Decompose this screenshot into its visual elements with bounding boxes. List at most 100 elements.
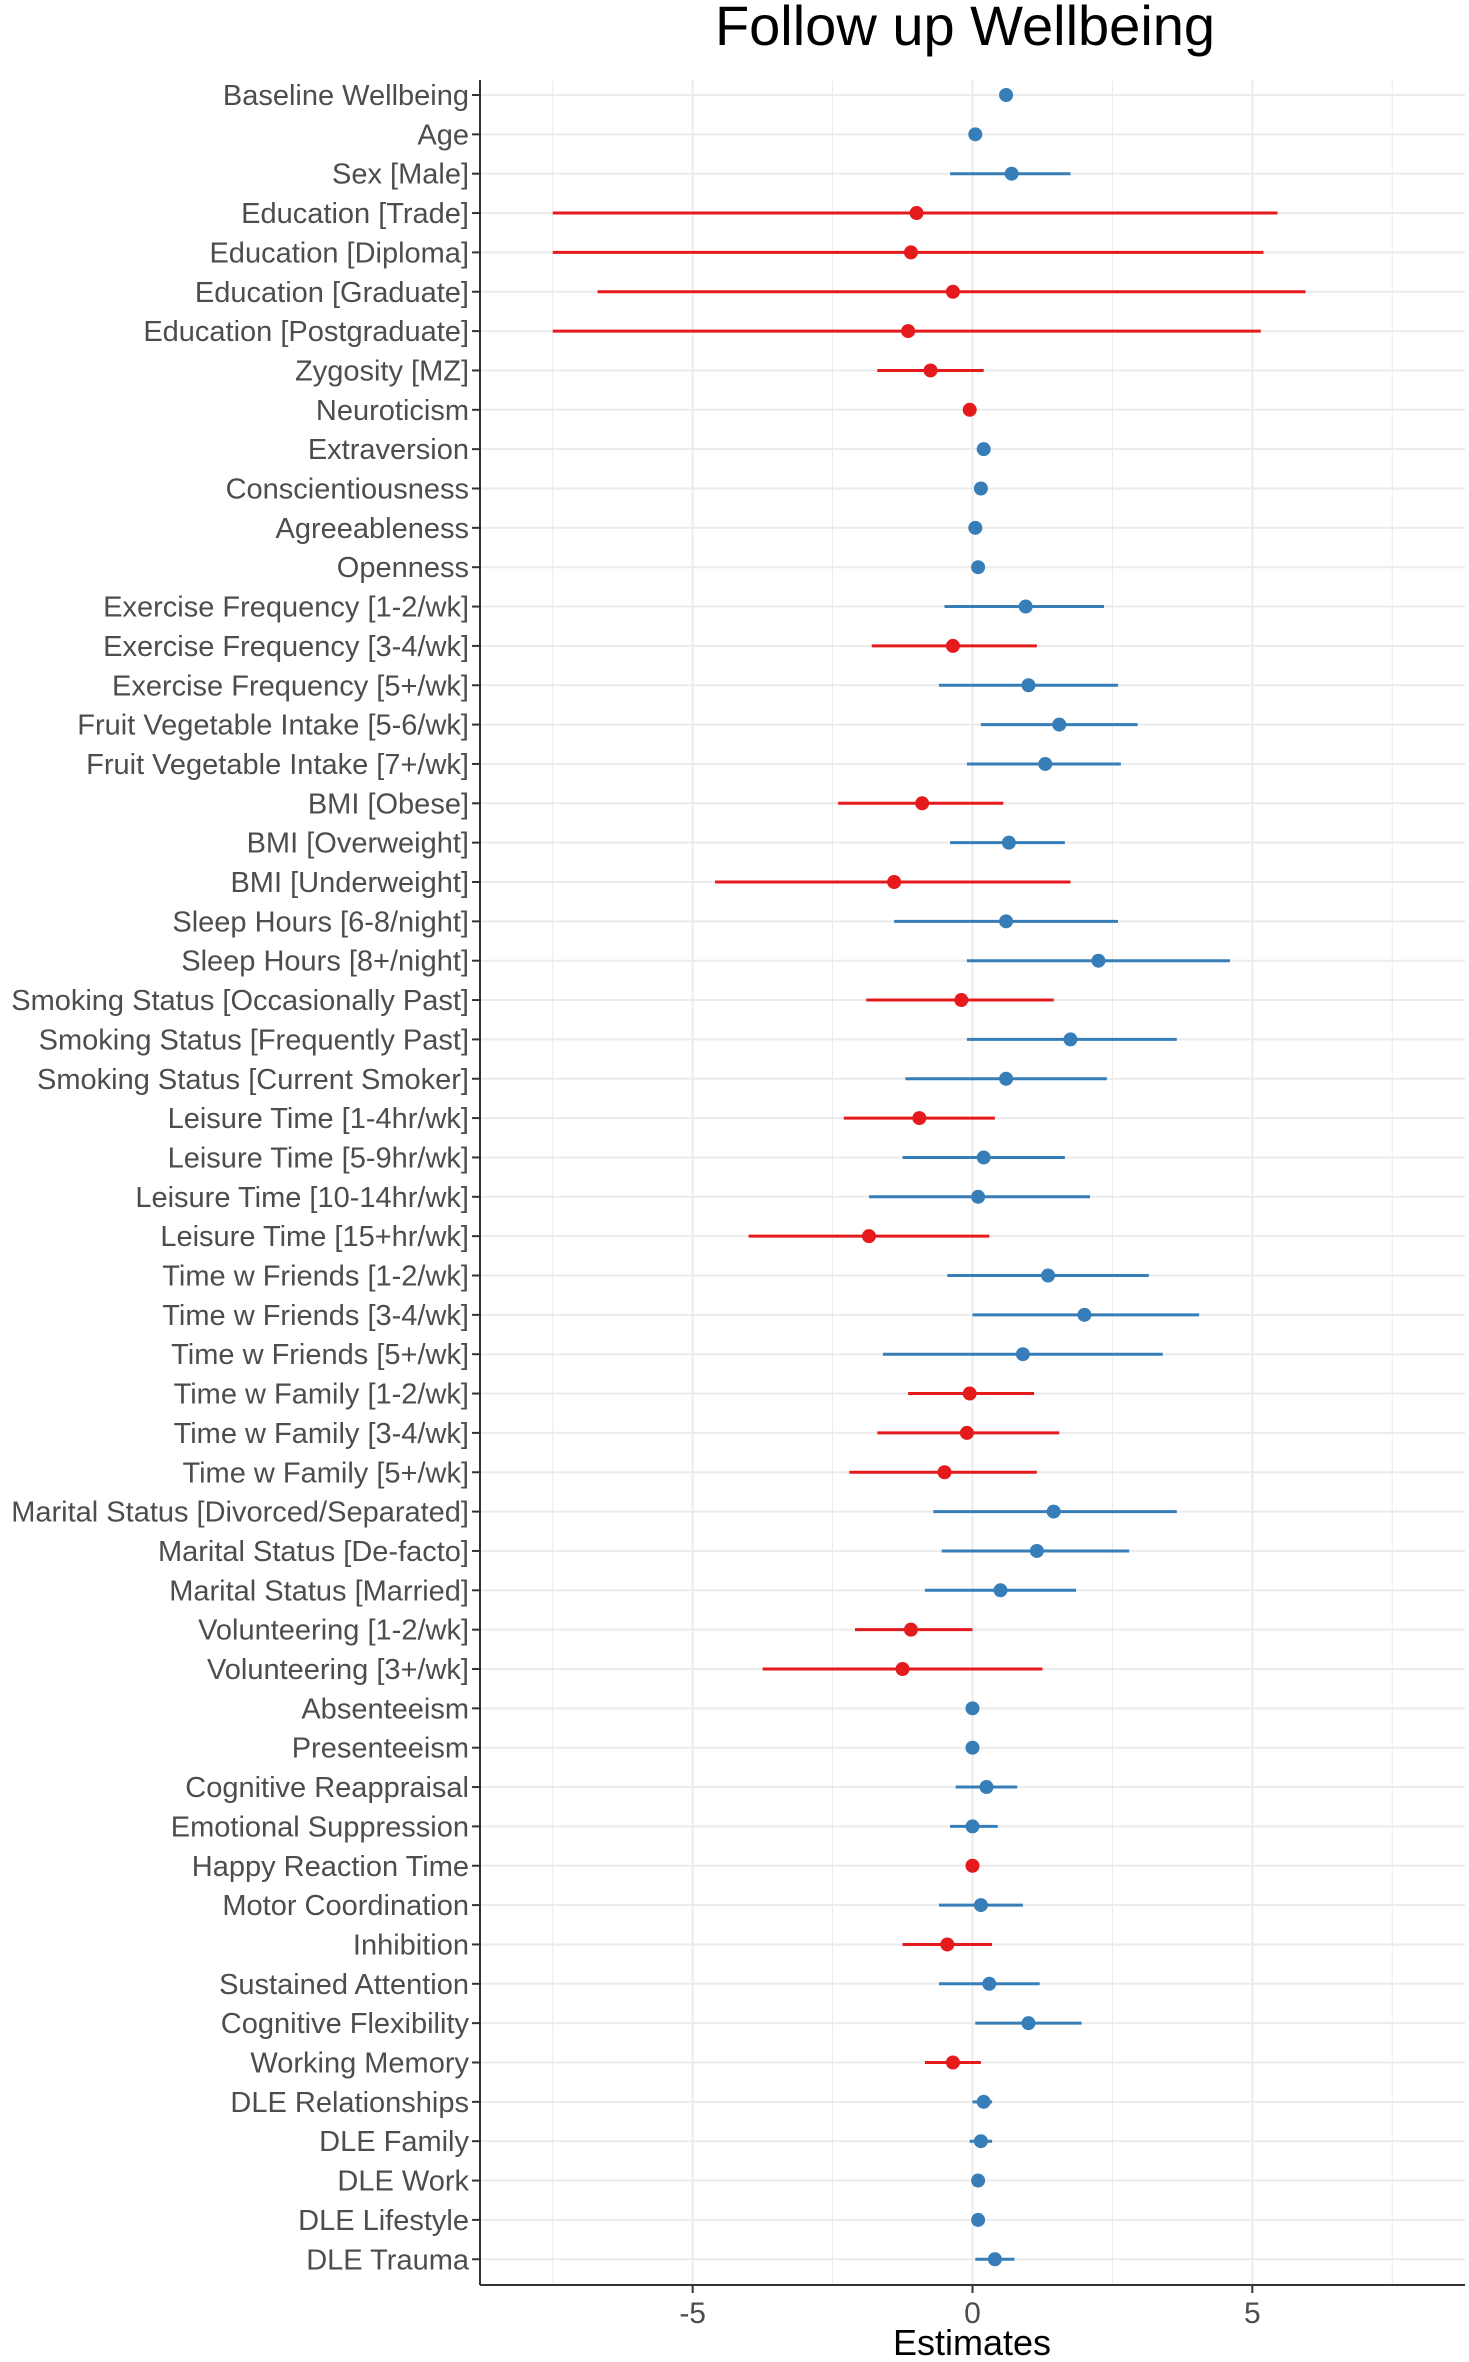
- y-label: Neuroticism: [316, 395, 469, 427]
- estimate-point: [999, 88, 1014, 102]
- estimate-point: [940, 1937, 955, 1952]
- estimate-point: [971, 1189, 986, 1204]
- y-label: Sleep Hours [8+/night]: [181, 946, 469, 978]
- y-label: Age: [417, 119, 469, 151]
- estimate-point: [1018, 599, 1033, 614]
- y-label: Extraversion: [308, 434, 469, 466]
- y-label: Education [Trade]: [241, 198, 469, 230]
- y-label: Smoking Status [Occasionally Past]: [11, 985, 469, 1017]
- estimate-point: [971, 2212, 986, 2227]
- estimate-point: [909, 206, 924, 221]
- estimate-point: [1046, 1504, 1061, 1519]
- y-label: Exercise Frequency [3-4/wk]: [103, 631, 469, 663]
- estimate-point: [1021, 2016, 1036, 2031]
- chart-title: Follow up Wellbeing: [715, 0, 1215, 57]
- y-label: BMI [Overweight]: [247, 828, 469, 860]
- estimate-point: [1015, 1347, 1030, 1362]
- estimate-point: [1077, 1307, 1092, 1322]
- y-label: Zygosity [MZ]: [295, 355, 469, 387]
- y-label: BMI [Underweight]: [230, 867, 469, 899]
- estimate-point: [903, 1622, 918, 1637]
- y-label: Emotional Suppression: [171, 1811, 469, 1843]
- estimate-marks: [552, 88, 1306, 2267]
- estimate-point: [945, 638, 960, 653]
- estimate-point: [901, 324, 916, 339]
- y-label: Education [Postgraduate]: [143, 316, 469, 348]
- y-label: Sleep Hours [6-8/night]: [172, 906, 469, 938]
- y-label: Leisure Time [1-4hr/wk]: [168, 1103, 469, 1135]
- estimate-point: [1091, 953, 1106, 968]
- estimate-point: [945, 2055, 960, 2070]
- estimate-point: [1052, 717, 1067, 732]
- estimate-point: [923, 363, 938, 378]
- estimate-point: [915, 796, 930, 811]
- y-label: Fruit Vegetable Intake [5-6/wk]: [77, 710, 469, 742]
- estimate-point: [887, 875, 902, 889]
- y-label: Smoking Status [Frequently Past]: [39, 1024, 469, 1056]
- y-label: Happy Reaction Time: [192, 1851, 469, 1883]
- y-label: Time w Friends [1-2/wk]: [162, 1261, 469, 1293]
- y-label: Time w Family [5+/wk]: [182, 1457, 469, 1489]
- y-label: Openness: [337, 552, 469, 584]
- estimate-point: [993, 1583, 1008, 1598]
- y-label: Marital Status [De-facto]: [158, 1536, 469, 1568]
- y-label: Leisure Time [10-14hr/wk]: [135, 1182, 469, 1214]
- y-label: Leisure Time [5-9hr/wk]: [168, 1142, 469, 1174]
- y-label: Smoking Status [Current Smoker]: [37, 1064, 469, 1096]
- estimate-point: [912, 1111, 927, 1126]
- y-label: Time w Friends [3-4/wk]: [162, 1300, 469, 1332]
- y-label: Exercise Frequency [1-2/wk]: [103, 592, 469, 624]
- y-axis-ticks: [472, 94, 480, 2261]
- estimate-point: [945, 284, 960, 299]
- estimate-point: [1038, 756, 1053, 771]
- y-label: Cognitive Reappraisal: [185, 1772, 469, 1804]
- estimate-point: [1021, 678, 1036, 693]
- y-label: DLE Family: [319, 2126, 469, 2158]
- y-label: DLE Work: [337, 2166, 469, 2198]
- y-label: Sustained Attention: [219, 1969, 469, 2001]
- y-label: Conscientiousness: [226, 474, 469, 506]
- estimate-point: [1029, 1543, 1044, 1558]
- estimate-point: [937, 1465, 952, 1480]
- estimate-point: [999, 1071, 1014, 1086]
- y-label: Baseline Wellbeing: [223, 80, 469, 112]
- estimate-point: [954, 993, 969, 1008]
- y-label: DLE Relationships: [230, 2087, 469, 2119]
- y-label: Presenteeism: [292, 1733, 469, 1765]
- y-label: Time w Friends [5+/wk]: [171, 1339, 469, 1371]
- estimate-point: [962, 402, 977, 417]
- estimate-point: [968, 127, 983, 142]
- y-label: Marital Status [Married]: [169, 1575, 469, 1607]
- estimate-point: [895, 1662, 910, 1676]
- estimate-point: [973, 2134, 988, 2149]
- estimate-point: [971, 560, 986, 575]
- y-label: Motor Coordination: [222, 1890, 469, 1922]
- estimate-point: [861, 1229, 876, 1244]
- y-label: Volunteering [1-2/wk]: [198, 1615, 469, 1647]
- estimate-point: [959, 1425, 974, 1440]
- estimate-point: [971, 2173, 986, 2188]
- x-tick-label: -5: [679, 2297, 706, 2330]
- estimate-point: [965, 1701, 980, 1716]
- x-axis-ticks: -5 0 5: [679, 2285, 1261, 2330]
- estimate-point: [976, 1150, 991, 1165]
- y-label: DLE Trauma: [306, 2244, 470, 2276]
- estimate-point: [968, 520, 983, 535]
- estimate-point: [965, 1819, 980, 1834]
- y-label: Cognitive Flexibility: [221, 2008, 470, 2040]
- y-label: DLE Lifestyle: [298, 2205, 469, 2237]
- estimate-point: [903, 245, 918, 260]
- y-label: Inhibition: [353, 1929, 469, 1961]
- x-tick-label: 0: [964, 2297, 981, 2330]
- y-label: Education [Graduate]: [195, 277, 469, 309]
- y-label: Fruit Vegetable Intake [7+/wk]: [86, 749, 469, 781]
- estimate-point: [999, 914, 1014, 929]
- y-label: Agreeableness: [276, 513, 469, 545]
- y-label: Marital Status [Divorced/Separated]: [11, 1497, 469, 1529]
- y-label: Time w Family [1-2/wk]: [174, 1379, 469, 1411]
- estimate-point: [976, 442, 991, 457]
- estimate-point: [1001, 835, 1016, 850]
- estimate-point: [965, 1858, 980, 1873]
- estimate-point: [1063, 1032, 1078, 1047]
